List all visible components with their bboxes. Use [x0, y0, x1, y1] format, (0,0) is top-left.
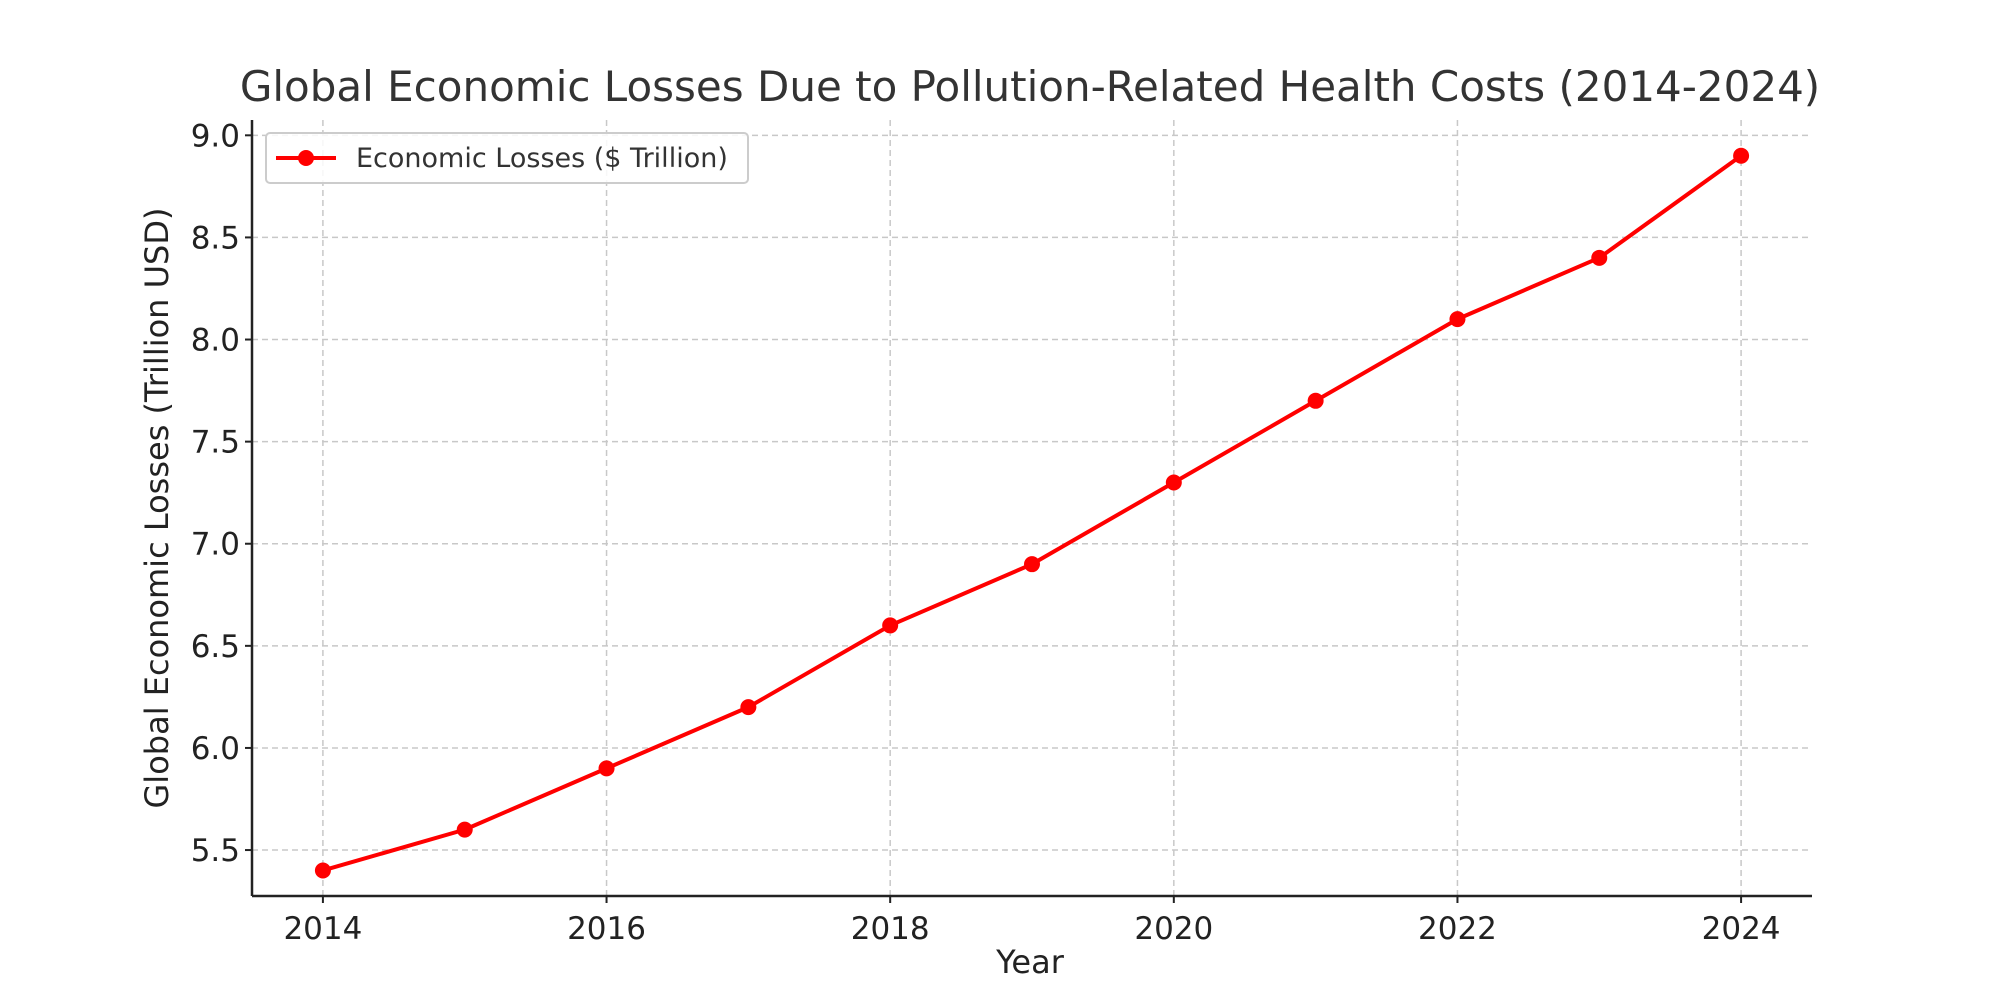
y-tick-label: 8.0 [191, 323, 240, 359]
data-point [456, 821, 473, 838]
x-tick-label: 2018 [851, 911, 930, 947]
y-tick-label: 6.0 [191, 731, 240, 767]
data-point [1165, 474, 1182, 491]
legend-marker [298, 150, 314, 166]
y-tick-label: 7.0 [191, 527, 240, 563]
x-tick-label: 2022 [1418, 911, 1497, 947]
data-point [598, 760, 615, 777]
legend-frame [265, 132, 749, 184]
x-tick-label: 2020 [1134, 911, 1213, 947]
legend: Economic Losses ($ Trillion) [265, 132, 749, 184]
data-point [1733, 147, 1750, 164]
axes [250, 120, 1812, 898]
legend-label: Economic Losses ($ Trillion) [356, 143, 728, 174]
x-axis-label: Year [995, 943, 1065, 981]
data-point [882, 617, 899, 634]
data-point [1591, 249, 1608, 266]
y-tick-label: 7.5 [191, 425, 240, 461]
y-axis-label: Global Economic Losses (Trillion USD) [138, 208, 176, 809]
ticks: 2014 2016 2018 2020 2022 2024 5.5 6.0 6.5 7.0 7.5 8… [191, 118, 1781, 947]
data-point [1307, 392, 1324, 409]
grid [252, 120, 1812, 896]
x-tick-label: 2014 [283, 911, 362, 947]
chart-title: Global Economic Losses Due to Pollution-… [240, 62, 1820, 111]
x-tick-label: 2016 [567, 911, 646, 947]
series-line [322, 154, 1743, 873]
data-point [1024, 556, 1040, 573]
data-point [740, 699, 757, 716]
data-point [1449, 311, 1466, 328]
series-layer [314, 147, 1750, 879]
y-tick-label: 9.0 [191, 118, 240, 154]
y-tick-label: 8.5 [191, 220, 240, 256]
y-tick-label: 5.5 [191, 833, 240, 869]
data-point [314, 862, 331, 879]
x-tick-label: 2024 [1702, 911, 1781, 947]
y-tick-label: 6.5 [191, 629, 240, 665]
